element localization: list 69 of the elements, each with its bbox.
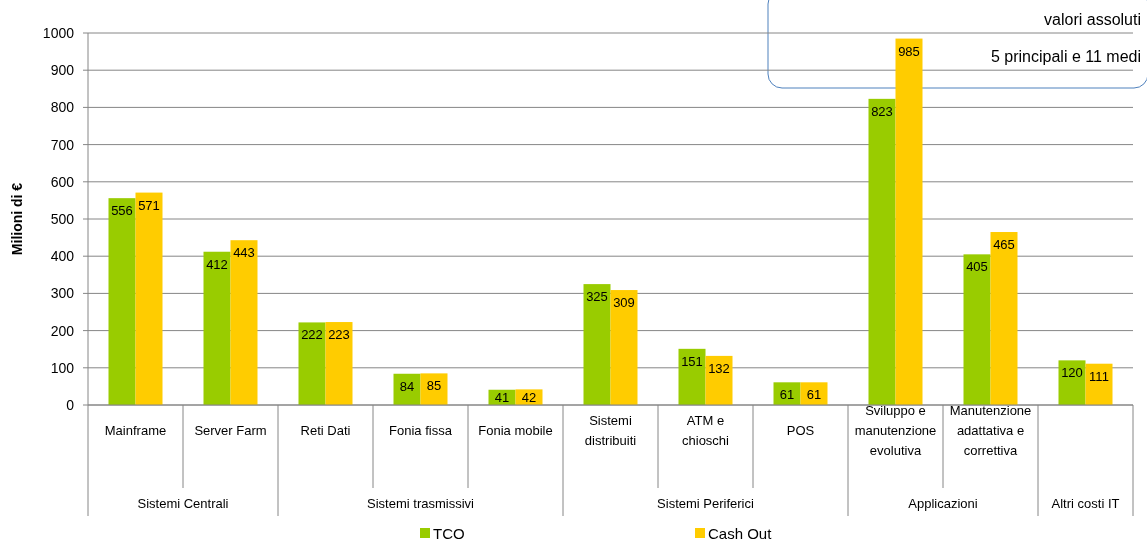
bar xyxy=(705,355,733,405)
y-tick-label: 100 xyxy=(50,359,75,376)
bar xyxy=(230,240,258,405)
x-tick-label: Manutenzione adattativa e correttiva xyxy=(949,403,1032,458)
bar xyxy=(678,348,706,405)
data-label: 325 xyxy=(586,289,608,305)
bar xyxy=(325,322,353,405)
x-tick-label: Fonia mobile xyxy=(478,423,553,438)
text: Applicazioni xyxy=(908,496,978,511)
data-label: 84 xyxy=(399,378,415,394)
annotation: 5 principali e 11 medi xyxy=(990,48,1141,65)
bar xyxy=(963,254,991,405)
x-tick-label: POS xyxy=(786,423,815,438)
bar xyxy=(1085,363,1113,405)
y-tick-label: 0 xyxy=(66,397,75,413)
bar xyxy=(610,290,638,405)
data-label: 222 xyxy=(301,327,323,343)
data-label: 111 xyxy=(1089,368,1109,384)
bar xyxy=(298,322,326,405)
text: valori assoluti xyxy=(1044,11,1141,28)
y-tick-label: 1000 xyxy=(42,25,75,41)
bar xyxy=(1058,360,1086,405)
x-tick-label: Server Farm xyxy=(194,423,267,438)
data-label: 465 xyxy=(993,237,1015,253)
x-tick-label: Fonia fissa xyxy=(389,423,453,438)
bar xyxy=(868,98,896,405)
bar xyxy=(203,251,231,405)
y-tick-label: 400 xyxy=(50,248,75,265)
data-label: 571 xyxy=(138,197,160,213)
bar xyxy=(895,38,923,405)
data-label: 556 xyxy=(111,203,133,219)
x-tick-label: Reti Dati xyxy=(300,423,351,438)
data-label: 309 xyxy=(613,295,635,311)
data-label: 132 xyxy=(708,360,730,376)
bar xyxy=(108,198,136,405)
y-tick-label: 800 xyxy=(50,99,75,116)
x-tick-label: Sistemi distribuiti xyxy=(584,413,637,448)
y-tick-label: 200 xyxy=(50,322,75,339)
y-axis-title: Milioni di € xyxy=(9,182,25,256)
x-tick-label: Sviluppo e manutenzione evolutiva xyxy=(854,403,937,458)
legend-label: TCO xyxy=(433,525,465,542)
data-label: 223 xyxy=(328,327,350,343)
x-tick-label: Mainframe xyxy=(104,423,167,438)
data-label: 405 xyxy=(966,259,988,275)
y-tick-label: 500 xyxy=(50,211,75,227)
y-tick-label: 600 xyxy=(50,173,75,190)
text: Sistemi Centrali xyxy=(137,496,229,511)
data-label: 443 xyxy=(233,245,255,261)
y-tick-label: 700 xyxy=(50,136,75,153)
x-tick-label: ATM e chioschi xyxy=(682,413,730,448)
data-label: 61 xyxy=(779,387,795,403)
data-label: 823 xyxy=(871,103,893,119)
text: Sistemi trasmissivi xyxy=(367,496,475,511)
data-label: 61 xyxy=(806,387,822,403)
data-label: 985 xyxy=(898,43,920,59)
y-tick-label: 900 xyxy=(50,62,75,79)
bar xyxy=(583,284,611,405)
text: Altri costi IT xyxy=(1051,496,1120,511)
data-label: 120 xyxy=(1061,365,1083,381)
data-label: 85 xyxy=(426,378,442,394)
data-label: 41 xyxy=(494,390,510,405)
bar xyxy=(990,232,1018,405)
text: Sistemi Periferici xyxy=(657,496,755,511)
data-label: 412 xyxy=(206,256,228,272)
y-tick-label: 300 xyxy=(50,285,75,302)
data-label: 151 xyxy=(681,353,703,369)
legend-label: Cash Out xyxy=(708,525,773,542)
data-label: 42 xyxy=(521,390,537,405)
bar xyxy=(135,192,163,405)
